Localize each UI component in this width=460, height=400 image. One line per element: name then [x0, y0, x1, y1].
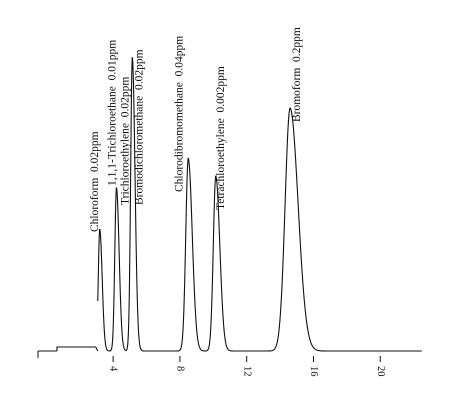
peak-3 [131, 57, 134, 59]
injection-step [56, 346, 99, 352]
peak-annotation: Bromoform 0.2ppm [291, 27, 303, 122]
peak-4 [187, 157, 190, 160]
plot-area [37, 57, 423, 358]
peak-annotation: Chloroform 0.02ppm [89, 131, 101, 232]
peak-2 [115, 187, 118, 189]
x-tick-label: 12 [241, 366, 252, 377]
peak-annotation: Tetrachloroethylene 0.002ppm [215, 66, 227, 210]
peak-5 [215, 175, 217, 178]
x-tick-label: 20 [375, 366, 386, 377]
peak-1 [98, 228, 101, 231]
peak-annotation: Chlorodibromomethane 0.04ppm [173, 36, 185, 192]
peak-6 [289, 107, 291, 110]
peak-annotation: Trichloroethylene 0.02ppm [119, 77, 131, 205]
peak-annotation: 1,1,1-Trichloroethane 0.01ppm [106, 40, 118, 186]
peak-labels: Chloroform 0.02ppm 1,1,1-Trichloroethane … [89, 27, 303, 232]
x-axis-ticks: 4 8 12 16 20 [108, 356, 386, 377]
x-tick-label: 16 [308, 366, 319, 377]
x-tick-label: 4 [108, 366, 119, 372]
x-tick-label: 8 [175, 366, 186, 371]
peak-annotation: Bromodichloromethane 0.02ppm [133, 49, 145, 205]
chromatogram-trace [97, 57, 423, 352]
